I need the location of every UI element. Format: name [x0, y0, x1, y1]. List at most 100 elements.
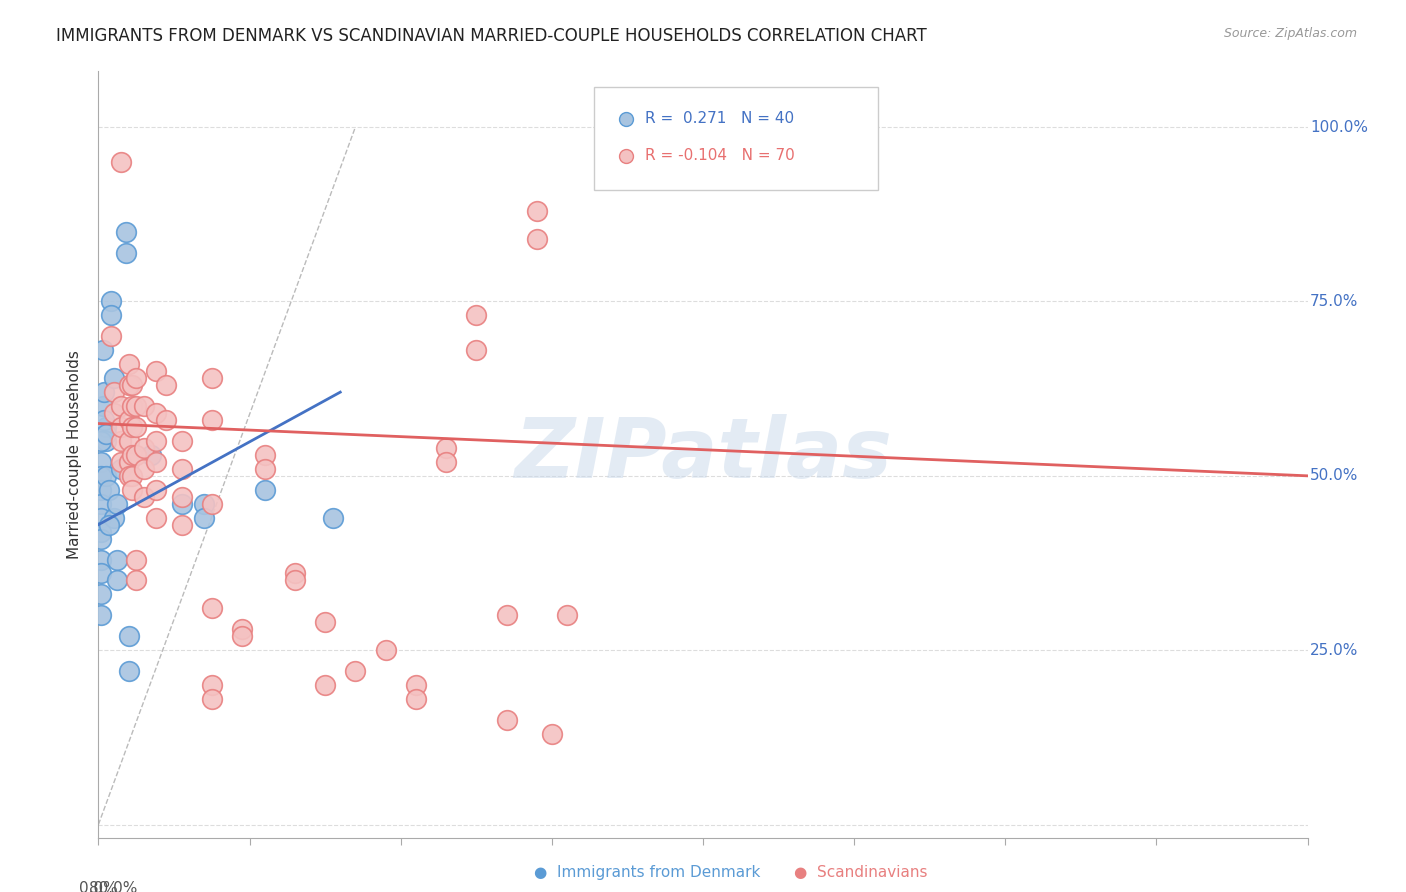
Point	[118, 413, 141, 427]
Point	[103, 510, 125, 524]
Text: 25.0%: 25.0%	[1310, 643, 1358, 657]
Text: ●  Scandinavians: ● Scandinavians	[794, 865, 928, 880]
Point	[314, 615, 336, 630]
Point	[90, 587, 112, 601]
Point	[118, 357, 141, 371]
Point	[100, 329, 122, 343]
Point	[434, 441, 457, 455]
Point	[125, 574, 148, 588]
Point	[170, 490, 193, 504]
Point	[90, 524, 112, 539]
Point	[90, 566, 112, 581]
Point	[121, 378, 143, 392]
Text: R =  0.271   N = 40: R = 0.271 N = 40	[645, 112, 794, 127]
Point	[90, 483, 112, 497]
Point	[145, 483, 167, 497]
Point	[540, 727, 562, 741]
Point	[94, 811, 117, 825]
Point	[125, 448, 148, 462]
Point	[495, 608, 517, 623]
Point	[94, 468, 117, 483]
Point	[121, 483, 143, 497]
Text: 80.0%: 80.0%	[90, 880, 138, 892]
Point	[125, 399, 148, 413]
Point	[90, 552, 112, 566]
Point	[170, 462, 193, 476]
Point	[110, 420, 132, 434]
Text: 50.0%: 50.0%	[1310, 468, 1358, 483]
Point	[145, 455, 167, 469]
Point	[118, 378, 141, 392]
Point	[118, 629, 141, 643]
Point	[344, 664, 367, 678]
Point	[132, 441, 155, 455]
Text: ●  Immigrants from Denmark: ● Immigrants from Denmark	[534, 865, 761, 880]
Point	[145, 406, 167, 420]
Point	[201, 497, 224, 511]
Point	[495, 713, 517, 727]
Point	[91, 399, 114, 413]
Point	[170, 517, 193, 532]
Point	[118, 664, 141, 678]
Point	[121, 468, 143, 483]
Point	[132, 490, 155, 504]
Point	[90, 608, 112, 623]
Point	[193, 497, 215, 511]
Point	[105, 497, 128, 511]
Text: ZIPatlas: ZIPatlas	[515, 415, 891, 495]
Point	[90, 434, 112, 448]
Point	[253, 448, 276, 462]
Point	[90, 468, 112, 483]
Point	[145, 434, 167, 448]
Point	[118, 434, 141, 448]
Point	[526, 232, 548, 246]
Text: 0.0%: 0.0%	[79, 880, 118, 892]
Point	[114, 225, 136, 239]
Text: 75.0%: 75.0%	[1310, 294, 1358, 309]
Point	[98, 483, 121, 497]
Point	[93, 413, 115, 427]
Point	[125, 552, 148, 566]
Text: 100.0%: 100.0%	[1310, 120, 1368, 135]
Point	[105, 552, 128, 566]
Point	[90, 532, 112, 546]
Point	[201, 692, 224, 706]
Point	[253, 483, 276, 497]
Point	[118, 468, 141, 483]
Point	[90, 510, 112, 524]
Point	[98, 517, 121, 532]
Point	[105, 574, 128, 588]
FancyBboxPatch shape	[595, 87, 879, 190]
Point	[94, 420, 117, 434]
Point	[114, 245, 136, 260]
Point	[125, 371, 148, 385]
Point	[155, 413, 177, 427]
Point	[145, 364, 167, 378]
Point	[374, 643, 396, 657]
Point	[322, 510, 344, 524]
Point	[100, 294, 122, 309]
Point	[93, 385, 115, 400]
Point	[103, 371, 125, 385]
Point	[155, 378, 177, 392]
Point	[201, 678, 224, 692]
Point	[201, 601, 224, 615]
Point	[201, 371, 224, 385]
Point	[465, 309, 488, 323]
Point	[231, 622, 253, 636]
Point	[121, 448, 143, 462]
Point	[201, 413, 224, 427]
Point	[465, 343, 488, 358]
Point	[141, 448, 163, 462]
Point	[118, 455, 141, 469]
Point	[132, 462, 155, 476]
Point	[110, 155, 132, 169]
Point	[121, 399, 143, 413]
Point	[110, 434, 132, 448]
Point	[103, 406, 125, 420]
Text: Source: ZipAtlas.com: Source: ZipAtlas.com	[1223, 27, 1357, 40]
Point	[434, 455, 457, 469]
Point	[284, 566, 307, 581]
Point	[121, 420, 143, 434]
Point	[110, 455, 132, 469]
